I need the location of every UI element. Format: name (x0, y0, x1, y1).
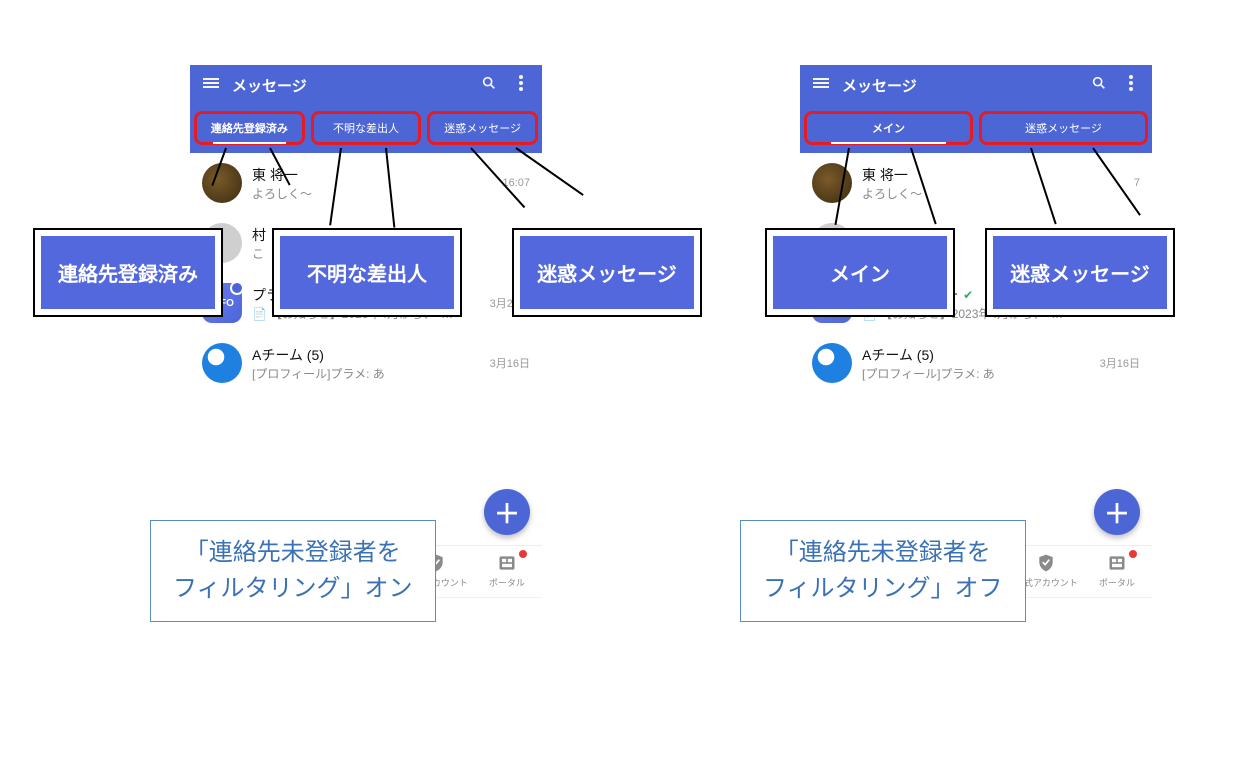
conv-name: 村 (252, 225, 266, 245)
compose-fab[interactable]: ＋ (484, 489, 530, 535)
tab-unknown-sender[interactable]: 不明な差出人 (311, 111, 422, 145)
conversation-list: 東 将一 よろしく～ 7 INFO プラメインフォ✔ 📄【お知らせ】2023年4… (800, 153, 1152, 545)
tab-spam[interactable]: 迷惑メッセージ (979, 111, 1148, 145)
avatar (202, 343, 242, 383)
conv-preview: [プロフィール]プラメ: あ (862, 365, 1090, 382)
tab-label: 連絡先登録済み (211, 123, 288, 135)
search-icon[interactable] (1088, 75, 1110, 96)
conversation-row[interactable]: 東 将一 よろしく～ 16:07 (190, 153, 542, 213)
tabs: メイン 迷惑メッセージ (800, 105, 1152, 153)
tab-label: 不明な差出人 (333, 123, 399, 135)
caption-line: 「連絡先未登録者を (185, 539, 401, 566)
nav-label: ポータル (1099, 578, 1135, 588)
appbar: メッセージ (800, 65, 1152, 105)
more-vert-icon[interactable] (510, 75, 532, 96)
callout-label: 連絡先登録済み (41, 236, 215, 309)
phone-filter-off: メッセージ メイン 迷惑メッセージ 東 将一 よろしく～ 7 (800, 65, 1152, 597)
conv-time: 7 (1134, 177, 1140, 189)
conv-name: 東 将一 (862, 165, 908, 185)
tab-spam[interactable]: 迷惑メッセージ (427, 111, 538, 145)
conversation-list: 東 将一 よろしく～ 16:07 村 こ INFO プラメインフォ✔ 📄【お知ら… (190, 153, 542, 545)
document-icon: 📄 (252, 307, 267, 321)
shield-icon (1035, 552, 1057, 574)
conv-name: 東 将一 (252, 165, 298, 185)
notification-dot (1129, 550, 1137, 558)
plus-icon: ＋ (494, 494, 520, 531)
tab-label: 迷惑メッセージ (444, 123, 521, 135)
notification-dot (519, 550, 527, 558)
callout-registered: 連絡先登録済み (33, 228, 223, 317)
caption-filter-off: 「連絡先未登録者を フィルタリング」オフ (740, 520, 1026, 622)
callout-label: 不明な差出人 (280, 236, 454, 309)
more-vert-icon[interactable] (1120, 75, 1142, 96)
plus-icon: ＋ (1104, 494, 1130, 531)
tabs: 連絡先登録済み 不明な差出人 迷惑メッセージ (190, 105, 542, 153)
appbar: メッセージ (190, 65, 542, 105)
phone-filter-on: メッセージ 連絡先登録済み 不明な差出人 迷惑メッセージ 東 将一 よろしく～ … (190, 65, 542, 597)
callout-label: 迷惑メッセージ (520, 236, 694, 309)
callout-spam: 迷惑メッセージ (512, 228, 702, 317)
conversation-row[interactable]: Aチーム (5) [プロフィール]プラメ: あ 3月16日 (190, 333, 542, 393)
callout-label: メイン (773, 236, 947, 309)
compose-fab[interactable]: ＋ (1094, 489, 1140, 535)
callout-label: 迷惑メッセージ (993, 236, 1167, 309)
nav-portal[interactable]: ポータル (1082, 546, 1152, 597)
conv-name: Aチーム (5) (252, 345, 324, 365)
tab-main[interactable]: メイン (804, 111, 973, 145)
tab-label: メイン (872, 123, 905, 135)
appbar-title: メッセージ (842, 75, 1078, 96)
callout-unknown: 不明な差出人 (272, 228, 462, 317)
conv-preview: よろしく～ (252, 185, 492, 202)
menu-icon[interactable] (200, 76, 222, 95)
tab-registered[interactable]: 連絡先登録済み (194, 111, 305, 145)
conv-preview: よろしく～ (862, 185, 1124, 202)
callout-main: メイン (765, 228, 955, 317)
conversation-row[interactable]: 東 将一 よろしく～ 7 (800, 153, 1152, 213)
caption-line: 「連絡先未登録者を (775, 539, 991, 566)
menu-icon[interactable] (810, 76, 832, 95)
callout-spam: 迷惑メッセージ (985, 228, 1175, 317)
conv-time: 3月16日 (1100, 355, 1140, 371)
caption-line: フィルタリング」オン (173, 575, 413, 602)
nav-portal[interactable]: ポータル (472, 546, 542, 597)
avatar (202, 163, 242, 203)
verified-icon: ✔ (963, 288, 973, 302)
nav-label: ポータル (489, 578, 525, 588)
portal-icon (1106, 552, 1128, 574)
search-icon[interactable] (478, 75, 500, 96)
avatar (812, 343, 852, 383)
caption-line: フィルタリング」オフ (763, 575, 1003, 602)
caption-filter-on: 「連絡先未登録者を フィルタリング」オン (150, 520, 436, 622)
conversation-row[interactable]: Aチーム (5) [プロフィール]プラメ: あ 3月16日 (800, 333, 1152, 393)
appbar-title: メッセージ (232, 75, 468, 96)
portal-icon (496, 552, 518, 574)
tab-label: 迷惑メッセージ (1025, 123, 1102, 135)
conv-name: Aチーム (5) (862, 345, 934, 365)
conv-preview: [プロフィール]プラメ: あ (252, 365, 480, 382)
conv-time: 3月16日 (490, 355, 530, 371)
